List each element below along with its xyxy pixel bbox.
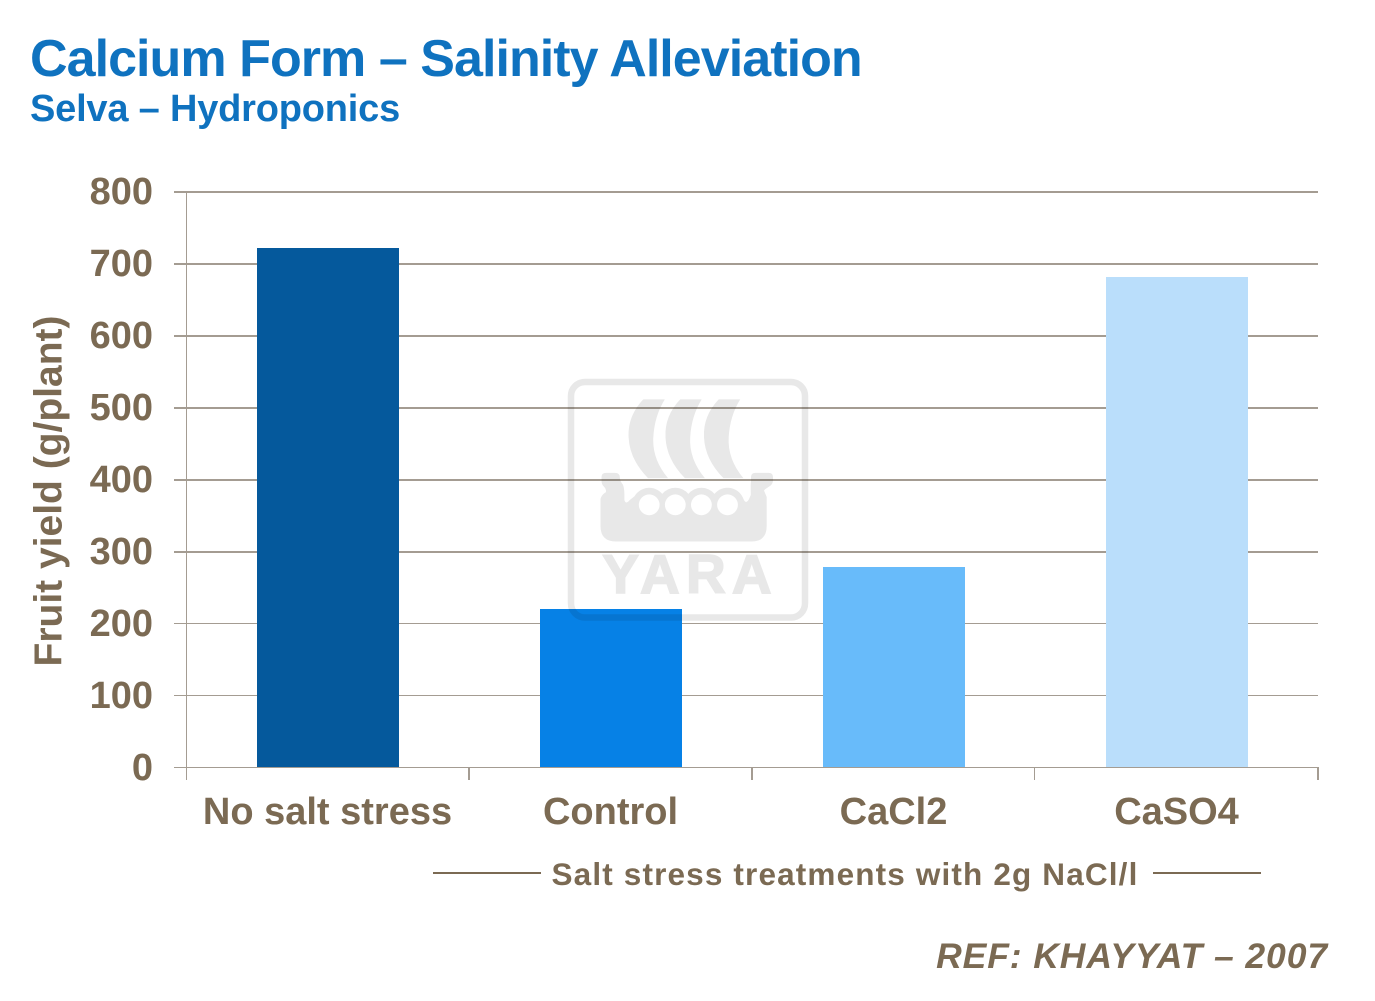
svg-text:YARA: YARA xyxy=(602,543,778,605)
